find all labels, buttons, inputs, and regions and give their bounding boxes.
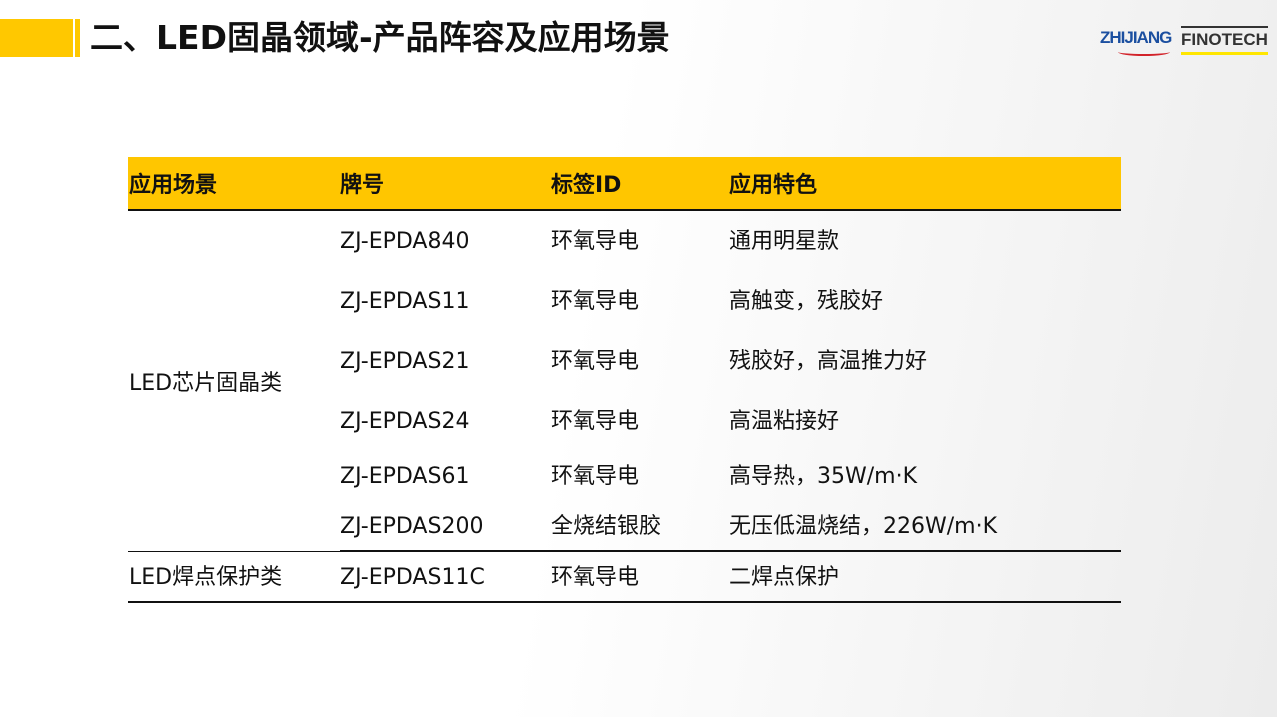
tag-cell: 全烧结银胶 xyxy=(551,514,662,539)
grade-cell: ZJ-EPDAS200 xyxy=(340,514,484,539)
scene-cell: LED芯片固晶类 xyxy=(129,371,283,396)
grade-cell: ZJ-EPDAS24 xyxy=(340,409,470,434)
tag-cell: 环氧导电 xyxy=(551,349,640,374)
column-header-feature: 应用特色 xyxy=(729,173,818,198)
column-header-tag: 标签ID xyxy=(551,173,622,198)
feature-cell: 残胶好，高温推力好 xyxy=(729,349,928,374)
tag-cell: 环氧导电 xyxy=(551,565,640,590)
grade-cell: ZJ-EPDA840 xyxy=(340,229,470,254)
feature-cell: 二焊点保护 xyxy=(729,565,840,590)
feature-cell: 高温粘接好 xyxy=(729,409,840,434)
feature-cell: 通用明星款 xyxy=(729,229,840,254)
accent-bar-thin xyxy=(75,19,80,57)
divider xyxy=(128,601,1121,603)
finotech-logo: FINOTECH xyxy=(1181,26,1268,55)
scene-cell: LED焊点保护类 xyxy=(129,565,283,590)
feature-cell: 高触变，残胶好 xyxy=(729,289,884,314)
tag-cell: 环氧导电 xyxy=(551,464,640,489)
accent-bar xyxy=(0,19,73,57)
feature-cell: 无压低温烧结，226W/m·K xyxy=(729,514,998,539)
page-title: 二、LED固晶领域-产品阵容及应用场景 xyxy=(90,18,670,57)
zhijiang-logo: ZHIJIANG xyxy=(1100,28,1172,56)
feature-cell: 高导热，35W/m·K xyxy=(729,464,918,489)
tag-cell: 环氧导电 xyxy=(551,229,640,254)
grade-cell: ZJ-EPDAS11C xyxy=(340,565,485,590)
grade-cell: ZJ-EPDAS11 xyxy=(340,289,470,314)
divider xyxy=(128,551,340,552)
table-header xyxy=(128,157,1121,211)
grade-cell: ZJ-EPDAS61 xyxy=(340,464,470,489)
column-header-grade: 牌号 xyxy=(340,173,385,198)
divider xyxy=(340,550,1121,552)
grade-cell: ZJ-EPDAS21 xyxy=(340,349,470,374)
column-header-scene: 应用场景 xyxy=(129,173,218,198)
tag-cell: 环氧导电 xyxy=(551,289,640,314)
tag-cell: 环氧导电 xyxy=(551,409,640,434)
